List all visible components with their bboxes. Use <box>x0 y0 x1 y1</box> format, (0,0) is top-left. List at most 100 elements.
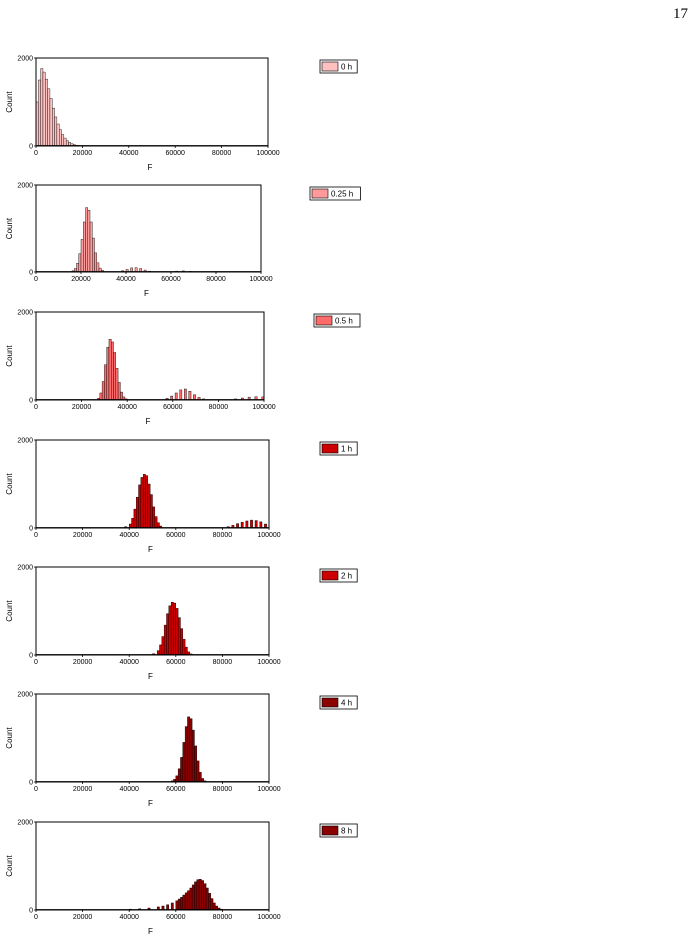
y-axis-title: Count <box>5 473 14 495</box>
y-tick-label: 2000 <box>17 438 33 445</box>
x-tick-label: 60000 <box>166 532 186 539</box>
x-tick-label: 40000 <box>119 659 139 666</box>
x-tick-label: 20000 <box>73 659 93 666</box>
x-axis-title: F <box>148 545 153 554</box>
plot-frame <box>35 311 265 401</box>
x-tick-label: 60000 <box>166 914 186 921</box>
y-tick-label: 2000 <box>17 565 33 572</box>
x-tick-label: 80000 <box>213 659 233 666</box>
histogram-bar <box>198 879 202 911</box>
legend-swatch <box>321 443 339 454</box>
plot-frame <box>35 693 270 783</box>
x-tick-label: 80000 <box>209 404 229 411</box>
histogram-bar <box>184 892 188 911</box>
legend-swatch <box>315 315 333 326</box>
x-tick-label: 60000 <box>166 659 186 666</box>
x-tick-label: 40000 <box>119 786 139 793</box>
x-tick-label: 20000 <box>71 276 91 283</box>
x-axis-title: F <box>148 927 153 936</box>
histogram-bar <box>187 890 190 911</box>
histogram-bar <box>191 884 195 911</box>
histogram-bar <box>189 887 193 911</box>
x-tick-label: 60000 <box>165 150 185 157</box>
y-tick-label: 2000 <box>17 56 33 63</box>
x-tick-label: 20000 <box>73 150 93 157</box>
y-tick-label: 0 <box>29 144 33 151</box>
x-tick-label: 100000 <box>257 786 280 793</box>
y-axis-title: Count <box>5 345 14 367</box>
legend: 0 h <box>319 59 358 74</box>
y-tick-label: 2000 <box>17 183 33 190</box>
x-tick-label: 100000 <box>256 150 279 157</box>
y-tick-label: 2000 <box>17 692 33 699</box>
plot-frame <box>35 821 270 911</box>
legend-swatch <box>321 570 339 581</box>
histogram-bar <box>208 893 211 911</box>
plot-frame <box>35 566 270 656</box>
histogram-bar <box>201 880 204 911</box>
histogram-bar <box>182 894 186 911</box>
x-tick-label: 80000 <box>212 150 232 157</box>
histogram-bar <box>170 902 174 911</box>
legend-swatch <box>321 697 339 708</box>
legend-swatch <box>321 61 339 72</box>
x-tick-label: 100000 <box>252 404 275 411</box>
histogram-bar <box>196 879 200 911</box>
x-axis-title: F <box>148 799 153 808</box>
bars-group <box>128 879 223 911</box>
y-tick-label: 0 <box>29 526 33 533</box>
x-tick-label: 20000 <box>73 914 93 921</box>
x-tick-label: 80000 <box>206 276 226 283</box>
y-tick-label: 0 <box>29 780 33 787</box>
legend-label: 0.25 h <box>331 190 353 199</box>
legend: 1 h <box>319 441 358 456</box>
x-axis-title: F <box>148 163 153 172</box>
legend-label: 4 h <box>341 699 352 708</box>
x-tick-label: 100000 <box>249 276 272 283</box>
page-number: 17 <box>673 6 688 22</box>
x-tick-label: 20000 <box>73 786 93 793</box>
legend-swatch <box>311 188 329 199</box>
x-tick-label: 0 <box>34 404 38 411</box>
legend-label: 0 h <box>341 63 352 72</box>
x-tick-label: 80000 <box>213 786 233 793</box>
x-tick-label: 60000 <box>166 786 186 793</box>
x-tick-label: 0 <box>34 532 38 539</box>
x-tick-label: 0 <box>34 150 38 157</box>
bars-group <box>35 68 81 147</box>
y-axis-title: Count <box>5 727 14 749</box>
legend-label: 1 h <box>341 445 352 454</box>
histogram-bar <box>180 897 183 911</box>
x-axis-title: F <box>148 672 153 681</box>
histogram-bar <box>177 898 181 911</box>
y-axis-title: Count <box>5 855 14 877</box>
x-tick-label: 40000 <box>119 150 139 157</box>
legend: 2 h <box>319 568 358 583</box>
x-tick-label: 40000 <box>119 532 139 539</box>
x-tick-label: 80000 <box>213 914 233 921</box>
legend: 8 h <box>319 823 358 838</box>
histogram-bar <box>212 902 216 911</box>
legend-label: 0.5 h <box>335 317 353 326</box>
x-tick-label: 20000 <box>72 404 92 411</box>
x-tick-label: 20000 <box>73 532 93 539</box>
x-tick-label: 40000 <box>117 404 137 411</box>
x-tick-label: 100000 <box>257 914 280 921</box>
legend: 0.25 h <box>309 186 361 201</box>
legend-label: 2 h <box>341 572 352 581</box>
y-tick-label: 0 <box>29 653 33 660</box>
x-tick-label: 0 <box>34 659 38 666</box>
x-tick-label: 0 <box>34 276 38 283</box>
legend-swatch <box>321 825 339 836</box>
x-tick-label: 40000 <box>119 914 139 921</box>
plot-frame <box>35 184 262 273</box>
legend: 0.5 h <box>313 313 361 328</box>
histogram-bar <box>194 881 197 911</box>
histogram-bar <box>203 883 207 911</box>
